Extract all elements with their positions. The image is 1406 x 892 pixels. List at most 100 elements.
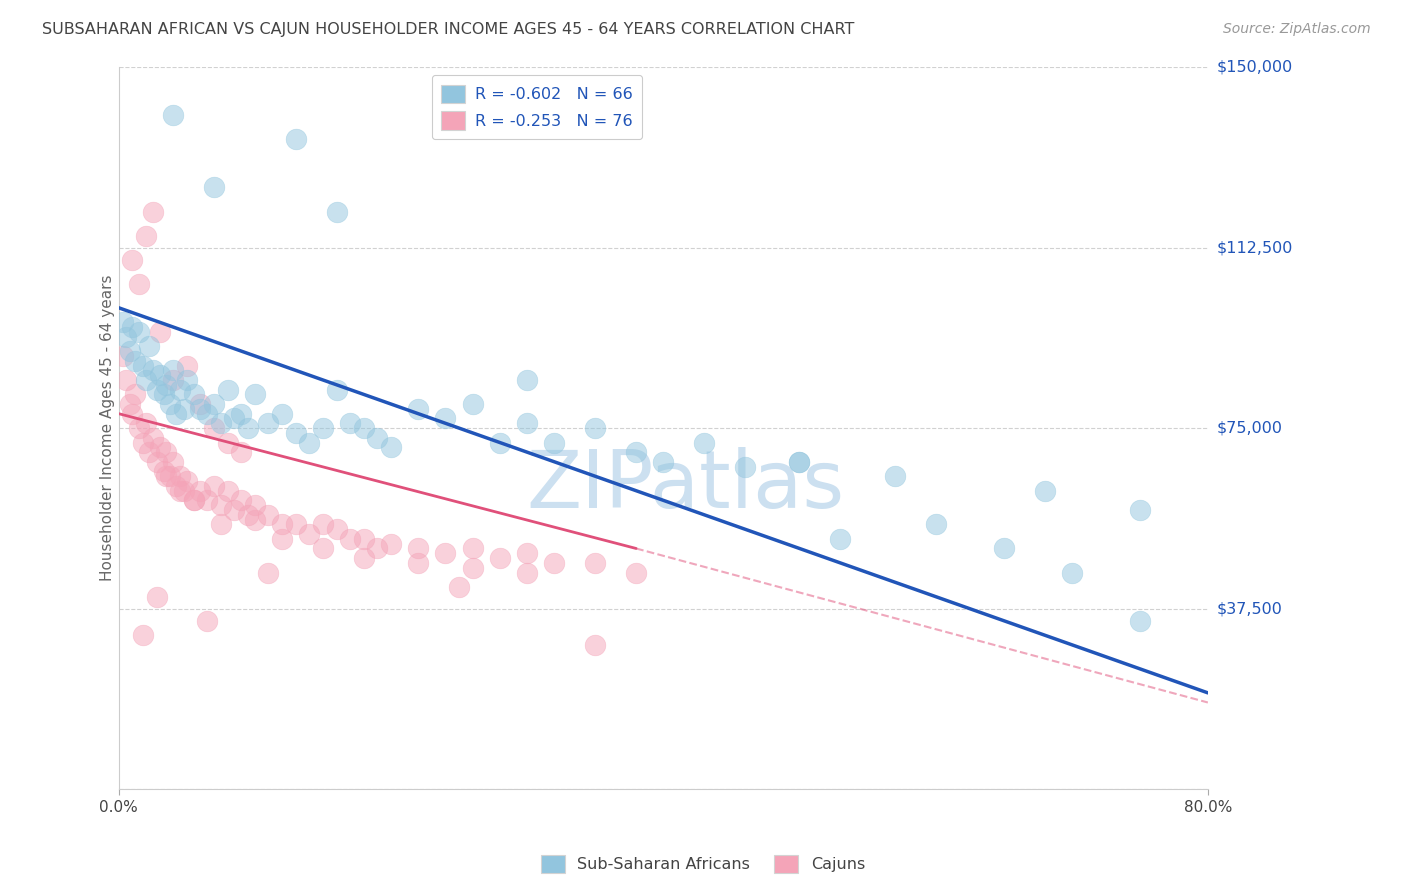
Point <box>128 325 150 339</box>
Point <box>114 329 136 343</box>
Point <box>652 455 675 469</box>
Point <box>173 401 195 416</box>
Point <box>284 517 307 532</box>
Point <box>298 435 321 450</box>
Point <box>243 387 266 401</box>
Point <box>169 483 191 498</box>
Point <box>155 469 177 483</box>
Point <box>883 469 905 483</box>
Point <box>516 566 538 580</box>
Point <box>583 638 606 652</box>
Point <box>1033 483 1056 498</box>
Text: $37,500: $37,500 <box>1216 601 1282 616</box>
Point <box>152 465 174 479</box>
Point <box>121 252 143 267</box>
Point <box>124 353 146 368</box>
Point <box>132 628 155 642</box>
Point <box>195 407 218 421</box>
Point <box>789 455 811 469</box>
Point <box>183 493 205 508</box>
Point <box>461 560 484 574</box>
Point <box>155 377 177 392</box>
Point <box>176 373 198 387</box>
Point <box>162 455 184 469</box>
Point <box>159 397 181 411</box>
Point <box>583 556 606 570</box>
Point <box>146 383 169 397</box>
Point <box>217 435 239 450</box>
Point <box>224 411 246 425</box>
Point <box>243 498 266 512</box>
Point <box>312 517 335 532</box>
Point <box>325 204 347 219</box>
Point <box>162 373 184 387</box>
Point <box>135 373 157 387</box>
Point <box>146 590 169 604</box>
Point <box>516 417 538 431</box>
Point <box>169 469 191 483</box>
Point <box>138 339 160 353</box>
Point <box>339 532 361 546</box>
Point <box>380 441 402 455</box>
Point <box>132 435 155 450</box>
Point <box>121 407 143 421</box>
Point <box>132 359 155 373</box>
Point <box>271 407 294 421</box>
Point <box>202 397 225 411</box>
Point <box>789 455 811 469</box>
Text: $112,500: $112,500 <box>1216 240 1292 255</box>
Point <box>209 517 232 532</box>
Point <box>1129 614 1152 628</box>
Point <box>142 204 165 219</box>
Text: $75,000: $75,000 <box>1216 421 1282 435</box>
Point <box>162 108 184 122</box>
Point <box>173 483 195 498</box>
Point <box>236 421 259 435</box>
Point <box>165 407 187 421</box>
Point <box>434 546 457 560</box>
Point <box>271 532 294 546</box>
Legend: R = -0.602   N = 66, R = -0.253   N = 76: R = -0.602 N = 66, R = -0.253 N = 76 <box>432 75 643 139</box>
Point <box>165 479 187 493</box>
Point <box>224 503 246 517</box>
Point <box>543 556 565 570</box>
Point <box>146 455 169 469</box>
Point <box>271 517 294 532</box>
Point <box>449 580 471 594</box>
Point <box>183 387 205 401</box>
Point <box>366 431 388 445</box>
Point <box>366 541 388 556</box>
Point <box>583 421 606 435</box>
Text: $150,000: $150,000 <box>1216 60 1292 75</box>
Point <box>830 532 852 546</box>
Point <box>128 421 150 435</box>
Point <box>461 397 484 411</box>
Point <box>243 512 266 526</box>
Point <box>148 368 170 383</box>
Point <box>257 417 280 431</box>
Point <box>124 387 146 401</box>
Legend: Sub-Saharan Africans, Cajuns: Sub-Saharan Africans, Cajuns <box>534 848 872 880</box>
Point <box>135 417 157 431</box>
Point <box>325 383 347 397</box>
Point <box>693 435 716 450</box>
Point <box>231 445 253 459</box>
Point <box>312 541 335 556</box>
Point <box>217 483 239 498</box>
Point <box>111 349 134 363</box>
Point <box>202 421 225 435</box>
Point <box>624 445 647 459</box>
Point <box>257 566 280 580</box>
Point <box>202 180 225 194</box>
Point <box>152 387 174 401</box>
Point <box>257 508 280 522</box>
Point <box>121 320 143 334</box>
Point <box>516 546 538 560</box>
Point <box>461 541 484 556</box>
Point <box>489 435 512 450</box>
Point <box>312 421 335 435</box>
Point <box>339 417 361 431</box>
Point <box>516 373 538 387</box>
Point <box>380 536 402 550</box>
Point <box>138 445 160 459</box>
